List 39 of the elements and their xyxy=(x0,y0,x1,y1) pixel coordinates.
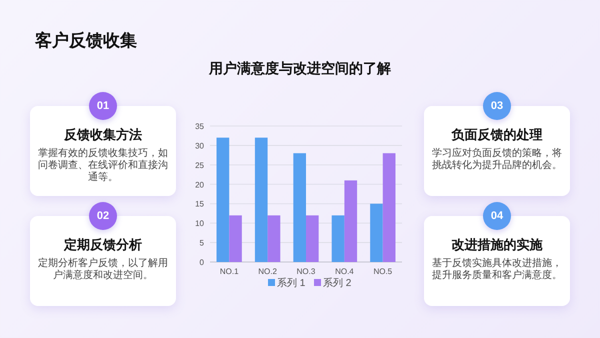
legend-label: 系列 1 xyxy=(277,277,306,289)
y-tick-label: 25 xyxy=(195,160,205,170)
text: 定期分析客户反馈，以了解用户满意度和改进空间。 xyxy=(38,258,168,282)
y-tick-label: 5 xyxy=(200,238,205,248)
text: 03 xyxy=(483,92,511,120)
text: 04 xyxy=(483,202,511,230)
bar xyxy=(229,215,242,262)
text: 02 xyxy=(89,202,117,230)
legend-label: 系列 2 xyxy=(323,277,352,289)
x-tick-label: NO.5 xyxy=(373,267,393,276)
bar xyxy=(382,153,396,262)
text: 改进措施的实施 xyxy=(450,236,544,254)
text: 反馈收集方法 xyxy=(63,126,143,144)
y-tick-label: 30 xyxy=(195,141,205,150)
text: 01 xyxy=(89,92,117,120)
bar xyxy=(344,180,358,262)
bar xyxy=(254,138,268,262)
y-tick-label: 35 xyxy=(195,122,205,131)
y-tick-label: 0 xyxy=(200,258,205,267)
chart-title: 用户满意度与改进空间的了解 xyxy=(208,60,391,76)
text: 掌握有效的反馈收集技巧，如问卷调查、在线评价和直接沟通等。 xyxy=(38,148,168,184)
y-tick-label: 20 xyxy=(195,180,205,190)
bar xyxy=(268,215,280,262)
text: 负面反馈的处理 xyxy=(450,126,544,144)
text: 定期反馈分析 xyxy=(62,236,143,254)
text: 基于反馈实施具体改进措施，提升服务质量和客户满意度。 xyxy=(432,258,562,282)
y-tick-label: 10 xyxy=(195,219,205,228)
text: 客户反馈收集 xyxy=(35,30,137,52)
x-tick-label: NO.1 xyxy=(220,267,240,276)
bar xyxy=(332,215,344,262)
bar xyxy=(216,138,230,262)
x-tick-label: NO.4 xyxy=(335,267,354,276)
bar xyxy=(370,204,383,262)
bar xyxy=(306,215,319,262)
x-tick-label: NO.2 xyxy=(258,267,278,276)
bar xyxy=(293,153,306,262)
text: 学习应对负面反馈的策略，将挑战转化为提升品牌的机会。 xyxy=(432,148,562,172)
x-tick-label: NO.3 xyxy=(296,267,316,276)
y-tick-label: 15 xyxy=(195,200,205,209)
